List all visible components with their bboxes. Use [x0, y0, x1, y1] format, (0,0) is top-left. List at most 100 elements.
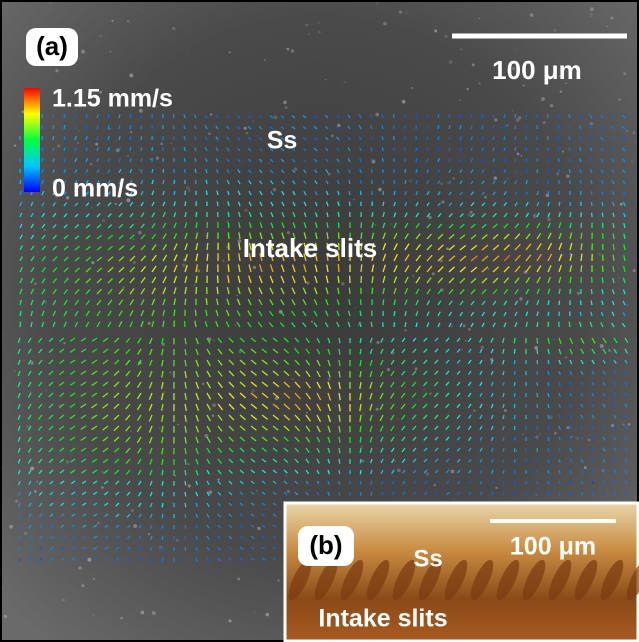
speckle-dot [14, 370, 16, 372]
speckle-dot [158, 418, 159, 419]
speckle-dot [541, 97, 545, 101]
annotation: Ss [267, 127, 298, 155]
speckle-dot [590, 7, 594, 11]
vector [206, 298, 207, 305]
speckle-dot [159, 546, 162, 549]
speckle-dot [565, 357, 566, 358]
speckle-dot [252, 120, 255, 123]
vector [514, 338, 515, 343]
speckle-dot [136, 610, 137, 611]
vector [184, 147, 185, 151]
vector [20, 322, 21, 327]
vector [537, 169, 538, 173]
speckle-dot [285, 474, 288, 477]
speckle-dot [590, 122, 593, 125]
speckle-dot [318, 481, 319, 482]
vector [382, 136, 383, 140]
speckle-dot [49, 2, 52, 5]
vector [548, 404, 549, 408]
speckle-dot [7, 139, 8, 140]
vector [141, 136, 142, 140]
speckle-dot [600, 344, 604, 348]
vector [602, 278, 603, 284]
speckle-dot [376, 408, 379, 411]
vector [349, 191, 350, 195]
vector [130, 125, 131, 129]
speckle-dot [111, 20, 113, 22]
speckle-dot [615, 244, 618, 247]
speckle-dot [259, 401, 260, 402]
speckle-dot [159, 427, 160, 428]
colorbar-min-label: 0 mm/s [52, 175, 138, 203]
speckle-dot [264, 59, 266, 61]
speckle-dot [119, 338, 120, 339]
vector [339, 448, 340, 453]
speckle-dot [285, 177, 286, 178]
speckle-dot [411, 87, 413, 89]
speckle-dot [223, 202, 224, 203]
vector [360, 448, 361, 453]
speckle-dot [353, 199, 354, 200]
speckle-dot [354, 306, 358, 310]
speckle-dot [461, 349, 463, 351]
vector [339, 349, 340, 355]
speckle-dot [428, 216, 432, 220]
vector [185, 514, 186, 518]
speckle-dot [349, 319, 350, 320]
annotation: Intake slits [243, 233, 377, 263]
vector [438, 125, 439, 129]
speckle-dot [495, 487, 497, 489]
vector [427, 158, 428, 162]
speckle-dot [325, 79, 326, 80]
vector [559, 202, 560, 206]
vector [580, 180, 581, 184]
speckle-dot [30, 361, 33, 364]
speckle-dot [2, 333, 3, 334]
speckle-dot [504, 409, 507, 412]
speckle-dot [607, 26, 608, 27]
vector [53, 125, 54, 129]
speckle-dot [44, 229, 46, 231]
speckle-dot [317, 37, 318, 38]
speckle-dot [64, 536, 66, 538]
vector [53, 147, 54, 151]
speckle-dot [256, 490, 258, 492]
vector [548, 437, 549, 441]
speckle-dot [584, 466, 587, 469]
speckle-dot [78, 566, 81, 569]
speckle-dot [91, 206, 93, 208]
vector [185, 503, 186, 507]
speckle-dot [328, 173, 331, 176]
vector [515, 459, 516, 463]
vector [383, 299, 384, 305]
vector [548, 180, 549, 184]
speckle-dot [244, 127, 247, 130]
speckle-dot [274, 115, 278, 119]
speckle-dot [530, 13, 534, 17]
speckle-dot [63, 342, 65, 344]
speckle-dot [575, 437, 579, 441]
speckle-dot [397, 468, 401, 472]
vector [548, 393, 549, 397]
speckle-dot [291, 49, 294, 52]
vector [438, 114, 439, 118]
speckle-dot [615, 185, 619, 189]
vector [515, 371, 516, 375]
vector [119, 125, 120, 129]
vector [581, 265, 582, 272]
speckle-dot [470, 211, 473, 214]
vector [228, 212, 229, 217]
speckle-dot [150, 158, 152, 160]
speckle-dot [24, 532, 28, 536]
speckle-dot [93, 578, 95, 580]
vector [569, 159, 570, 163]
speckle-dot [390, 223, 393, 226]
vector [195, 310, 196, 316]
speckle-dot [556, 173, 559, 176]
speckle-dot [553, 29, 556, 32]
vector [537, 360, 538, 364]
speckle-dot [633, 269, 636, 272]
speckle-dot [186, 186, 190, 190]
speckle-dot [14, 145, 16, 147]
speckle-dot [237, 239, 241, 243]
